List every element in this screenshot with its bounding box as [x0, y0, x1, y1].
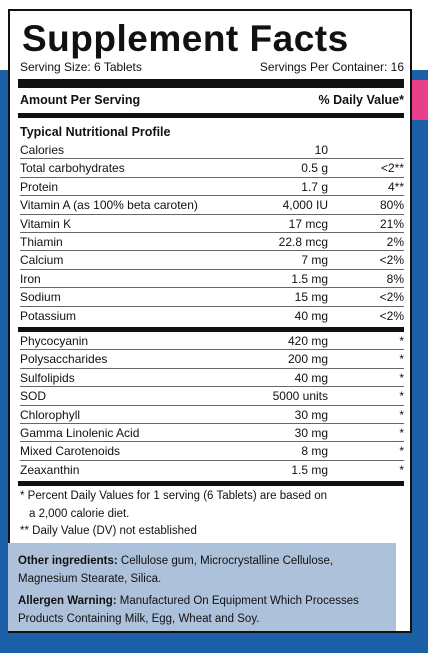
nutrient-amount: 420 mg: [287, 334, 328, 348]
nutrient-amount: 22.8 mcg: [278, 234, 328, 249]
nutrient-daily-value: <2%: [379, 308, 404, 323]
nutrient-list: Calories 10 Total carbohydrates 0.5 g <2** Pr…: [20, 141, 404, 325]
nutrient-row: SOD 5000 units *: [20, 387, 404, 406]
nutrient-daily-value: 4**: [387, 179, 404, 194]
nutrient-row: Sodium 15 mg <2%: [20, 288, 404, 307]
nutrient-amount: 1.5 mg: [291, 462, 328, 477]
nutrient-name: Chlorophyll: [20, 407, 81, 422]
serving-info: Serving Size: 6 Tablets Servings Per Con…: [20, 60, 404, 74]
section-rule: [18, 327, 404, 332]
nutrient-daily-value: *: [399, 425, 404, 440]
nutrient-daily-value: 80%: [379, 198, 404, 213]
nutrient-daily-value: 2%: [386, 234, 404, 249]
footnotes: * Percent Daily Values for 1 serving (6 …: [20, 488, 404, 541]
section-title: Typical Nutritional Profile: [20, 125, 171, 139]
nutrient-name: Vitamin K: [20, 216, 72, 231]
other-ingredients: Other ingredients: Cellulose gum, Microc…: [18, 553, 386, 588]
amount-per-serving: Amount Per Serving: [20, 93, 141, 107]
nutrient-amount: 4,000 IU: [282, 198, 328, 213]
ingredients-panel: Other ingredients: Cellulose gum, Microc…: [8, 543, 396, 631]
nutrient-daily-value: *: [399, 370, 404, 385]
nutrient-name: Mixed Carotenoids: [20, 444, 121, 459]
nutrient-name: Sulfolipids: [20, 370, 75, 385]
nutrient-name: Sodium: [20, 290, 61, 305]
nutrient-row: Sulfolipids 40 mg *: [20, 369, 404, 388]
nutrient-row: Gamma Linolenic Acid 30 mg *: [20, 424, 404, 443]
footnote-1-cont: a 2,000 calorie diet.: [29, 507, 130, 520]
nutrient-daily-value: *: [399, 462, 404, 477]
nutrient-row: Vitamin A (as 100% beta caroten) 4,000 IU…: [20, 196, 404, 215]
daily-value-header: % Daily Value*: [318, 93, 404, 107]
nutrient-daily-value: <2**: [380, 161, 404, 176]
amount-header: Amount Per Serving % Daily Value*: [20, 93, 404, 107]
nutrient-name: Total carbohydrates: [20, 161, 125, 176]
nutrient-daily-value: *: [399, 352, 404, 367]
nutrient-row: Polysaccharides 200 mg *: [20, 350, 404, 369]
serving-size: Serving Size: 6 Tablets: [20, 60, 142, 74]
nutrient-daily-value: *: [399, 444, 404, 459]
nutrient-row: Zeaxanthin 1.5 mg *: [20, 461, 404, 479]
nutrient-daily-value: <2%: [379, 253, 404, 268]
nutrient-name: Calcium: [20, 253, 64, 268]
footnote-rule: [18, 481, 404, 486]
nutrient-row: Potassium 40 mg <2%: [20, 307, 404, 325]
servings-per-container: Servings Per Container: 16: [259, 60, 404, 74]
nutrient-amount: 0.5 g: [301, 161, 328, 176]
nutrient-row: Calories 10: [20, 141, 404, 160]
nutrient-name: Vitamin A (as 100% beta caroten): [20, 198, 198, 213]
nutrient-amount: 15 mg: [294, 290, 328, 305]
nutrient-name: Potassium: [20, 308, 77, 323]
allergen-text: Manufactured On Equipment Which Processe…: [18, 595, 359, 625]
nutrient-row: Phycocyanin 420 mg *: [20, 332, 404, 351]
ingredients-text: Cellulose gum, Microcrystalline Cellulos…: [18, 555, 334, 585]
other-nutrient-list: Phycocyanin 420 mg * Polysaccharides 200 mg *…: [20, 332, 404, 479]
label-title: Supplement Facts: [22, 18, 349, 59]
footnote-1: * Percent Daily Values for 1 serving (6 …: [20, 490, 328, 502]
nutrient-row: Protein 1.7 g 4**: [20, 178, 404, 197]
nutrient-amount: 40 mg: [294, 308, 328, 323]
nutrient-amount: 1.5 mg: [291, 271, 328, 286]
nutrient-row: Chlorophyll 30 mg *: [20, 406, 404, 424]
nutrient-name: Thiamin: [20, 234, 63, 249]
nutrient-row: Calcium 7 mg <2%: [20, 251, 404, 270]
nutrient-amount: 200 mg: [287, 352, 328, 367]
nutrient-name: Phycocyanin: [20, 334, 89, 348]
allergen-warning: Allergen Warning: Manufactured On Equipm…: [18, 593, 386, 628]
nutrient-amount: 5000 units: [272, 389, 328, 404]
nutrient-name: Calories: [20, 143, 65, 157]
nutrient-amount: 17 mcg: [288, 216, 328, 231]
ingredients-label: Other ingredients:: [18, 555, 118, 567]
medium-rule: [18, 113, 404, 118]
nutrient-daily-value: *: [399, 389, 404, 404]
nutrient-daily-value: <2%: [379, 290, 404, 305]
nutrient-row: Mixed Carotenoids 8 mg *: [20, 442, 404, 461]
nutrient-amount: 40 mg: [294, 370, 328, 385]
nutrient-row: Thiamin 22.8 mcg 2%: [20, 233, 404, 252]
nutrient-name: Polysaccharides: [20, 352, 108, 367]
thick-rule: [18, 79, 404, 88]
nutrient-daily-value: 8%: [386, 271, 404, 286]
nutrient-amount: 7 mg: [301, 253, 328, 268]
nutrient-amount: 8 mg: [301, 444, 328, 459]
nutrient-name: Zeaxanthin: [20, 462, 80, 477]
nutrient-row: Total carbohydrates 0.5 g <2**: [20, 159, 404, 178]
nutrient-name: Protein: [20, 179, 59, 194]
nutrient-daily-value: *: [399, 407, 404, 422]
nutrient-amount: 1.7 g: [301, 179, 328, 194]
nutrient-row: Vitamin K 17 mcg 21%: [20, 215, 404, 233]
nutrient-daily-value: *: [399, 334, 404, 348]
nutrient-row: Iron 1.5 mg 8%: [20, 270, 404, 289]
nutrient-name: Iron: [20, 271, 41, 286]
nutrient-name: SOD: [20, 389, 47, 404]
nutrient-amount: 30 mg: [294, 407, 328, 422]
footnote-2: ** Daily Value (DV) not established: [20, 525, 197, 537]
allergen-label: Allergen Warning:: [18, 595, 117, 607]
nutrient-amount: 30 mg: [294, 425, 328, 440]
nutrient-name: Gamma Linolenic Acid: [20, 425, 140, 440]
nutrient-daily-value: 21%: [379, 216, 404, 231]
nutrient-amount: 10: [314, 143, 328, 157]
supplement-facts-panel: Supplement Facts Serving Size: 6 Tablets…: [8, 9, 412, 633]
